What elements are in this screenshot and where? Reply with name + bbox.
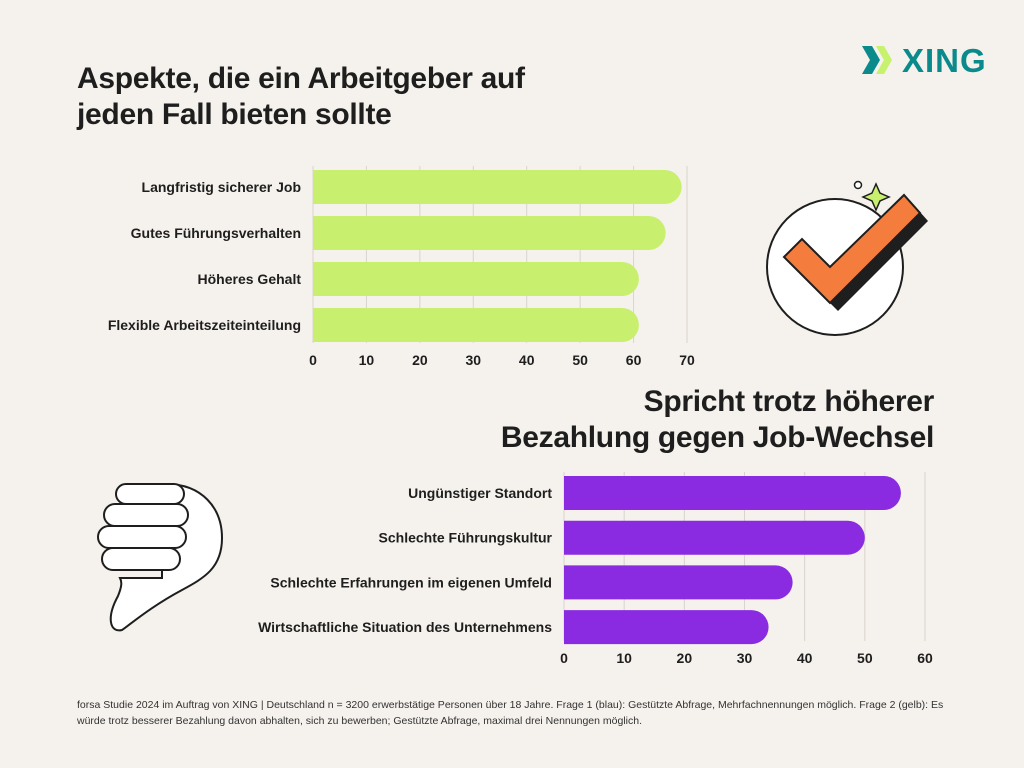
chart2-bar (564, 610, 769, 645)
chart2-title: Spricht trotz höherer Bezahlung gegen Jo… (414, 384, 934, 456)
xing-mark-icon (862, 46, 892, 74)
chart1-bar (313, 170, 682, 204)
chart2-tick-label: 10 (616, 650, 632, 666)
chart2-tick-label: 30 (737, 650, 753, 666)
chart1-category-label: Höheres Gehalt (198, 271, 302, 287)
chart1-bar (313, 262, 639, 296)
xing-logo: XING (860, 40, 990, 82)
chart2-category-label: Ungünstiger Standort (408, 485, 552, 501)
chart1-tick-label: 60 (626, 352, 642, 368)
chart1-category-label: Gutes Führungsverhalten (131, 225, 301, 241)
chart1-tick-label: 0 (309, 352, 317, 368)
chart1-tick-label: 40 (519, 352, 535, 368)
chart2-bar (564, 565, 793, 600)
chart1-tick-label: 10 (359, 352, 375, 368)
chart2-bar (564, 476, 901, 510)
thumbs-down-icon (97, 483, 224, 632)
chart2-title-line2: Bezahlung gegen Job-Wechsel (500, 421, 934, 454)
chart1-category-label: Langfristig sicherer Job (142, 179, 301, 195)
chart1-title-line1: Aspekte, die ein Arbeitgeber auf (77, 62, 525, 95)
chart2-tick-label: 40 (797, 650, 813, 666)
chart2-title-line1: Spricht trotz höherer (643, 385, 935, 418)
chart2-tick-label: 50 (857, 650, 873, 666)
chart2-category-label: Schlechte Erfahrungen im eigenen Umfeld (270, 574, 552, 590)
chart2-tick-label: 60 (917, 650, 933, 666)
chart1-tick-label: 30 (465, 352, 481, 368)
chart1-bar (313, 308, 639, 342)
chart1-title-line2: jeden Fall bieten sollte (77, 98, 392, 131)
xing-logo-text: XING (902, 42, 987, 79)
chart1-tick-label: 20 (412, 352, 428, 368)
chart2-bar (564, 520, 865, 555)
chart2-tick-label: 20 (677, 650, 693, 666)
chart2-category-label: Wirtschaftliche Situation des Unternehme… (258, 619, 552, 635)
chart1-bar (313, 216, 666, 250)
chart2-category-label: Schlechte Führungskultur (379, 530, 553, 546)
footnote: forsa Studie 2024 im Auftrag von XING | … (77, 699, 944, 727)
chart1-tick-label: 50 (572, 352, 588, 368)
chart1-category-label: Flexible Arbeitszeiteinteilung (108, 317, 301, 333)
chart1-title: Aspekte, die ein Arbeitgeber auf jeden F… (77, 61, 597, 133)
chart2-tick-label: 0 (560, 650, 568, 666)
chart1-tick-label: 70 (679, 352, 695, 368)
checkmark-badge-icon (766, 180, 928, 336)
